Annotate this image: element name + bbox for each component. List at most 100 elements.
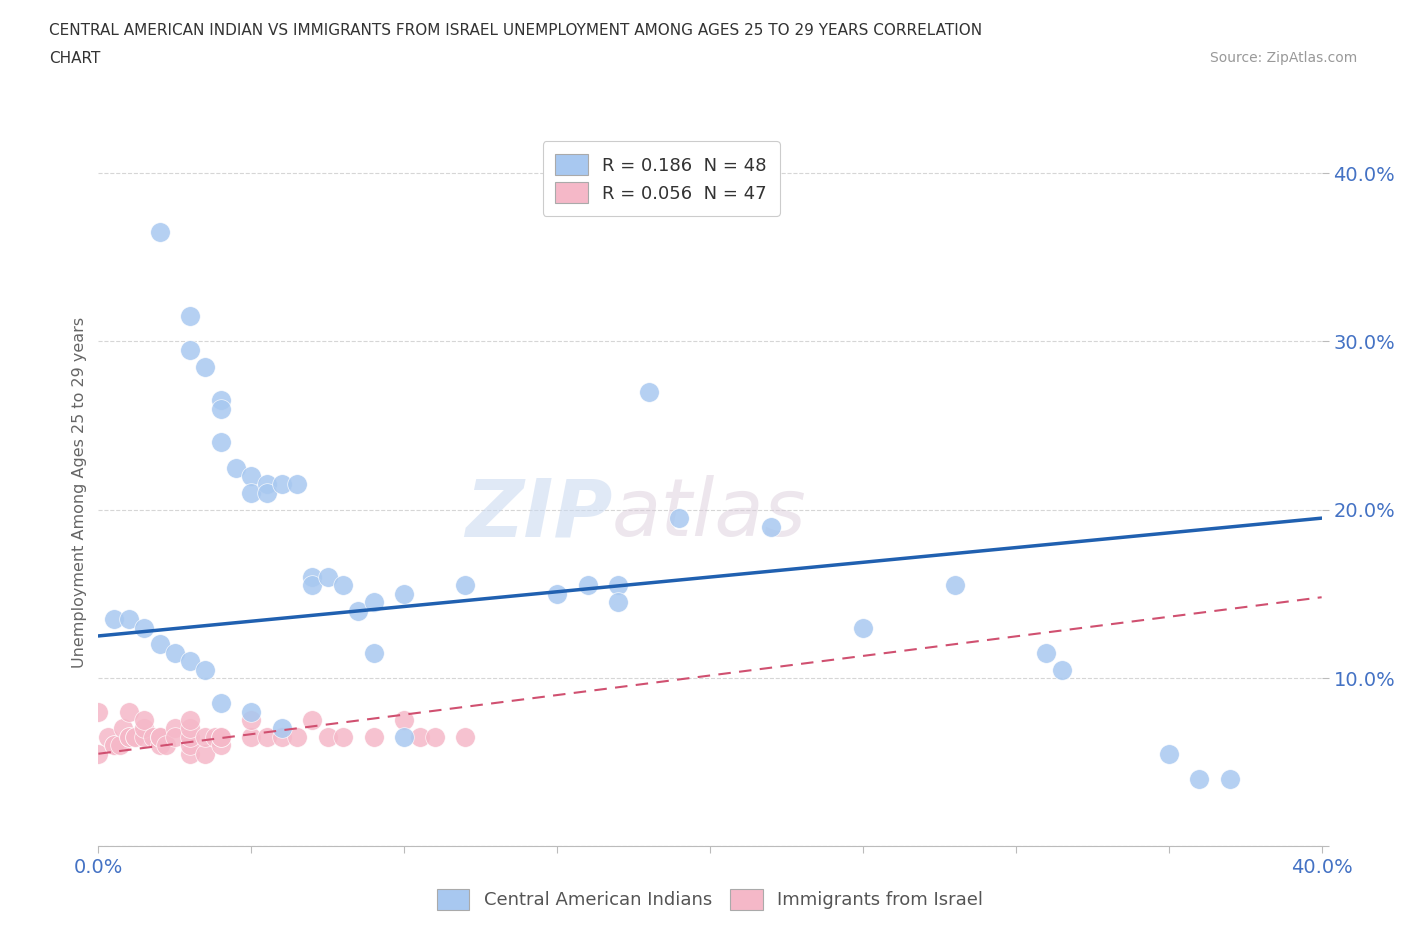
- Point: [316, 729, 339, 744]
- Point: [103, 737, 125, 752]
- Point: [285, 477, 308, 492]
- Point: [392, 729, 416, 744]
- Point: [316, 569, 339, 584]
- Point: [240, 712, 263, 727]
- Point: [240, 704, 263, 719]
- Point: [209, 737, 232, 752]
- Point: [943, 578, 966, 593]
- Point: [332, 729, 354, 744]
- Point: [124, 729, 146, 744]
- Point: [256, 485, 278, 500]
- Point: [108, 737, 131, 752]
- Point: [179, 654, 201, 669]
- Point: [607, 578, 630, 593]
- Point: [179, 309, 201, 324]
- Point: [209, 729, 232, 744]
- Point: [454, 578, 477, 593]
- Point: [270, 477, 292, 492]
- Point: [134, 729, 156, 744]
- Point: [332, 578, 354, 593]
- Point: [204, 729, 226, 744]
- Point: [301, 569, 323, 584]
- Y-axis label: Unemployment Among Ages 25 to 29 years: Unemployment Among Ages 25 to 29 years: [72, 317, 87, 669]
- Point: [240, 485, 263, 500]
- Point: [209, 402, 232, 417]
- Point: [118, 612, 141, 627]
- Text: Source: ZipAtlas.com: Source: ZipAtlas.com: [1209, 51, 1357, 65]
- Point: [1035, 645, 1057, 660]
- Point: [1050, 662, 1073, 677]
- Point: [209, 435, 232, 450]
- Point: [285, 729, 308, 744]
- Point: [103, 737, 125, 752]
- Point: [103, 612, 125, 627]
- Point: [408, 729, 430, 744]
- Point: [134, 620, 156, 635]
- Point: [759, 519, 782, 534]
- Text: atlas: atlas: [612, 475, 807, 553]
- Point: [194, 746, 217, 761]
- Point: [209, 696, 232, 711]
- Point: [134, 721, 156, 736]
- Point: [134, 712, 156, 727]
- Point: [363, 729, 385, 744]
- Point: [363, 645, 385, 660]
- Point: [576, 578, 599, 593]
- Point: [270, 721, 292, 736]
- Point: [179, 729, 201, 744]
- Point: [852, 620, 875, 635]
- Point: [118, 729, 141, 744]
- Point: [347, 604, 370, 618]
- Point: [240, 729, 263, 744]
- Point: [97, 729, 120, 744]
- Point: [163, 721, 186, 736]
- Text: CENTRAL AMERICAN INDIAN VS IMMIGRANTS FROM ISRAEL UNEMPLOYMENT AMONG AGES 25 TO : CENTRAL AMERICAN INDIAN VS IMMIGRANTS FR…: [49, 23, 983, 38]
- Point: [392, 712, 416, 727]
- Point: [423, 729, 446, 744]
- Point: [124, 729, 146, 744]
- Point: [118, 704, 141, 719]
- Point: [301, 712, 323, 727]
- Point: [209, 729, 232, 744]
- Point: [111, 721, 134, 736]
- Point: [163, 729, 186, 744]
- Point: [149, 225, 172, 240]
- Point: [149, 737, 172, 752]
- Point: [637, 384, 661, 399]
- Point: [149, 637, 172, 652]
- Point: [256, 729, 278, 744]
- Point: [149, 729, 172, 744]
- Point: [194, 729, 217, 744]
- Point: [194, 662, 217, 677]
- Text: ZIP: ZIP: [465, 475, 612, 553]
- Point: [149, 729, 172, 744]
- Text: CHART: CHART: [49, 51, 101, 66]
- Point: [179, 746, 201, 761]
- Point: [1157, 746, 1180, 761]
- Point: [256, 477, 278, 492]
- Point: [301, 578, 323, 593]
- Point: [209, 392, 232, 407]
- Point: [179, 712, 201, 727]
- Point: [87, 704, 110, 719]
- Point: [179, 721, 201, 736]
- Point: [668, 511, 690, 525]
- Point: [546, 587, 568, 602]
- Point: [142, 729, 165, 744]
- Point: [270, 729, 292, 744]
- Point: [149, 729, 172, 744]
- Legend: Central American Indians, Immigrants from Israel: Central American Indians, Immigrants fro…: [427, 880, 993, 919]
- Point: [87, 746, 110, 761]
- Point: [607, 595, 630, 610]
- Point: [118, 729, 141, 744]
- Point: [1188, 772, 1211, 787]
- Point: [454, 729, 477, 744]
- Point: [1219, 772, 1241, 787]
- Point: [155, 737, 177, 752]
- Point: [392, 587, 416, 602]
- Point: [179, 342, 201, 357]
- Point: [163, 645, 186, 660]
- Point: [225, 460, 247, 475]
- Point: [194, 359, 217, 374]
- Point: [363, 595, 385, 610]
